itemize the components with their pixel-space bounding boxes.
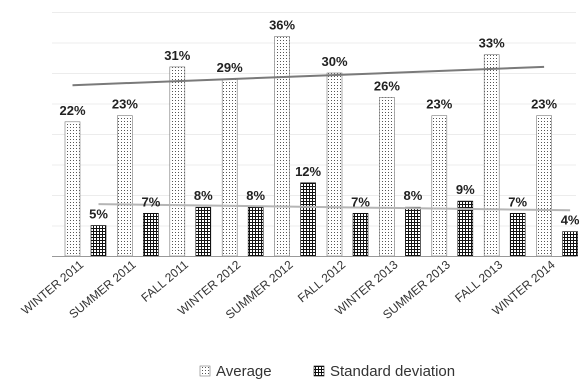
data-label-standard-deviation-winter-2013: 8% xyxy=(404,188,423,203)
legend: Average Standard deviation xyxy=(199,363,455,380)
data-labels-group: 22% 23% 31% 29% 36% 30% 26% 23% 33% 23% 5% 7% 8% 8% 12… xyxy=(59,17,579,227)
data-label-standard-deviation-summer-2012: 12% xyxy=(295,164,321,179)
bar-average-fall-2013 xyxy=(483,54,500,257)
bar-standard-deviation-fall-2012 xyxy=(352,213,369,257)
bar-average-summer-2011 xyxy=(117,115,133,257)
bar-average-summer-2012 xyxy=(274,36,290,257)
bar-average-winter-2013 xyxy=(379,97,395,257)
data-label-average-summer-2011: 23% xyxy=(112,97,138,112)
data-label-average-winter-2012: 29% xyxy=(217,60,243,75)
data-label-average-fall-2013: 33% xyxy=(479,36,505,51)
bar-standard-deviation-fall-2013 xyxy=(509,213,526,257)
bar-standard-deviation-winter-2014 xyxy=(562,231,578,257)
bar-average-fall-2011 xyxy=(169,66,186,257)
bar-standard-deviation-summer-2011 xyxy=(143,213,159,257)
data-label-standard-deviation-fall-2013: 7% xyxy=(508,194,527,209)
legend-swatch-average xyxy=(199,365,211,377)
bar-standard-deviation-winter-2011 xyxy=(90,225,107,257)
trendline-average xyxy=(72,65,545,87)
trendlines-group xyxy=(72,65,571,212)
bar-average-winter-2014 xyxy=(536,115,552,257)
legend-label-standard-deviation: Standard deviation xyxy=(330,363,455,380)
data-label-standard-deviation-winter-2012: 8% xyxy=(246,188,265,203)
data-label-standard-deviation-summer-2013: 9% xyxy=(456,182,475,197)
data-label-standard-deviation-winter-2014: 4% xyxy=(561,213,580,228)
x-tick-label-fall-2011: FALL 2011 xyxy=(138,257,191,304)
bar-standard-deviation-summer-2012 xyxy=(300,182,316,257)
bar-standard-deviation-winter-2013 xyxy=(405,206,421,257)
bar-average-winter-2012 xyxy=(221,78,238,257)
bar-average-summer-2013 xyxy=(431,115,448,257)
data-label-average-winter-2013: 26% xyxy=(374,78,400,93)
gridlines xyxy=(52,12,576,227)
trendline-standard-deviation xyxy=(98,203,571,212)
legend-swatch-standard-deviation xyxy=(313,365,325,377)
data-label-average-winter-2011: 22% xyxy=(59,103,85,118)
data-label-average-fall-2012: 30% xyxy=(321,54,347,69)
data-label-average-summer-2012: 36% xyxy=(269,17,295,32)
data-label-standard-deviation-fall-2011: 8% xyxy=(194,188,213,203)
data-label-average-summer-2013: 23% xyxy=(426,97,452,112)
bar-standard-deviation-fall-2011 xyxy=(195,206,212,257)
data-label-average-fall-2011: 31% xyxy=(164,48,190,63)
bar-average-winter-2011 xyxy=(64,121,81,257)
bar-standard-deviation-winter-2012 xyxy=(247,206,264,257)
data-label-average-winter-2014: 23% xyxy=(531,97,557,112)
bar-average-fall-2012 xyxy=(326,72,343,257)
x-tick-label-fall-2013: FALL 2013 xyxy=(452,257,505,305)
data-label-standard-deviation-fall-2012: 7% xyxy=(351,194,370,209)
data-label-standard-deviation-winter-2011: 5% xyxy=(89,207,108,222)
data-label-standard-deviation-summer-2011: 7% xyxy=(142,194,161,209)
legend-label-average: Average xyxy=(216,363,272,380)
x-tick-label-fall-2012: FALL 2012 xyxy=(295,257,348,305)
